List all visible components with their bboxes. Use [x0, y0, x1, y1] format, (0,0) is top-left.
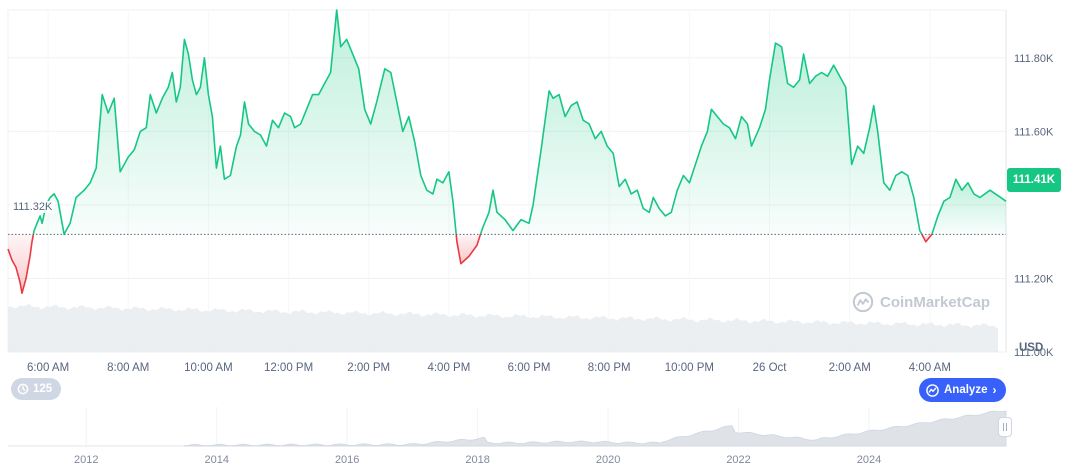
overview-year-label: 2012	[74, 454, 98, 466]
price-line-down	[455, 234, 482, 265]
x-tick-label: 8:00 AM	[107, 362, 149, 374]
reference-price-label: 111.32K	[10, 201, 56, 213]
analyze-icon	[926, 383, 939, 397]
price-line-up	[32, 9, 457, 236]
price-area-up	[931, 179, 1006, 235]
price-area-up	[480, 43, 922, 235]
history-icon	[17, 383, 29, 395]
analyze-button[interactable]: Analyze ›	[919, 378, 1007, 402]
y-tick-label: 111.80K	[1014, 53, 1054, 65]
x-tick-label: 10:00 PM	[665, 362, 714, 374]
x-tick-label: 8:00 PM	[588, 362, 631, 374]
watermark-text: CoinMarketCap	[880, 293, 991, 311]
x-tick-label: 6:00 AM	[27, 362, 69, 374]
price-area-up	[33, 10, 457, 235]
currency-label: USD	[1019, 342, 1044, 354]
current-price-badge: 111.41K	[1007, 168, 1061, 192]
overview-year-label: 2024	[857, 454, 881, 466]
price-area-down	[456, 234, 481, 264]
overview-year-label: 2022	[726, 454, 750, 466]
history-button[interactable]: 125	[11, 378, 62, 400]
coinmarketcap-logo-icon	[852, 291, 874, 313]
history-count: 125	[33, 383, 53, 395]
overview-area	[183, 410, 1007, 447]
volume-bars	[8, 303, 998, 352]
price-area-down	[8, 234, 34, 294]
analyze-label: Analyze	[944, 384, 988, 396]
price-line-up	[931, 178, 1007, 235]
x-tick-label: 2:00 PM	[347, 362, 390, 374]
range-slider-handle[interactable]	[998, 417, 1012, 437]
coinmarketcap-watermark: CoinMarketCap	[852, 291, 990, 313]
overview-year-label: 2016	[335, 454, 359, 466]
x-tick-label: 6:00 PM	[508, 362, 551, 374]
x-tick-label: 12:00 PM	[264, 362, 313, 374]
overview-year-label: 2014	[204, 454, 228, 466]
x-tick-label: 10:00 AM	[184, 362, 233, 374]
x-tick-label: 4:00 PM	[427, 362, 470, 374]
x-tick-label: 26 Oct	[753, 362, 788, 374]
x-tick-label: 2:00 AM	[829, 362, 871, 374]
y-tick-label: 111.00K	[1014, 347, 1054, 359]
chevron-right-icon: ›	[992, 383, 997, 397]
y-tick-label: 111.60K	[1014, 126, 1054, 138]
overview-year-label: 2018	[465, 454, 489, 466]
price-line-down	[921, 233, 933, 243]
price-line-down	[7, 234, 35, 294]
x-tick-label: 4:00 AM	[909, 362, 951, 374]
price-line-up	[479, 42, 923, 235]
y-tick-label: 111.20K	[1014, 273, 1054, 285]
overview-year-label: 2020	[596, 454, 620, 466]
